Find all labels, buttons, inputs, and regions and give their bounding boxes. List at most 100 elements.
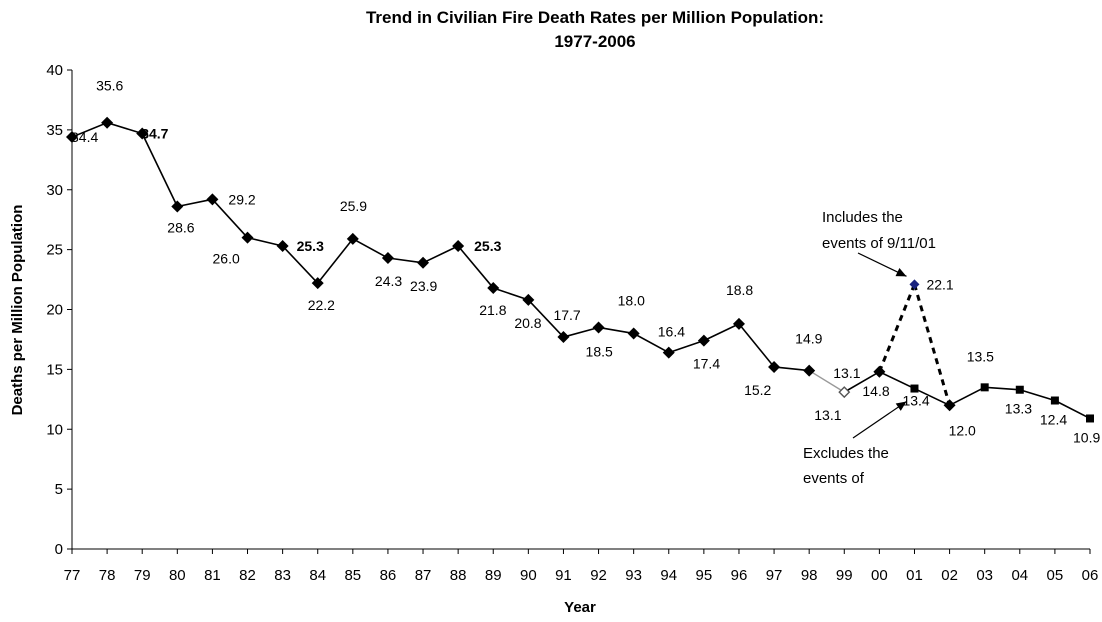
data-point-diamond	[171, 200, 184, 213]
arrow-to-excl-point-shaft	[852, 401, 907, 439]
series-lines	[71, 121, 1091, 420]
series-segment	[843, 371, 880, 393]
data-label: 17.4	[693, 356, 720, 372]
series-segment	[598, 326, 634, 335]
x-axis: 77 78 79 80 81 82 83 84 85 86 87 88 89 90 91 92 93 94 95 96…	[64, 548, 1099, 584]
series-segment	[668, 339, 705, 354]
series-segment	[949, 386, 986, 407]
x-tick-label: 87	[415, 567, 432, 584]
series-segment	[563, 326, 599, 338]
data-label-911: 22.1	[926, 276, 953, 292]
y-tick-label: 30	[46, 182, 63, 199]
annotation-excludes-911: Excludes the events of	[803, 445, 889, 487]
annotation-excludes-line-1: Excludes the	[803, 445, 889, 462]
data-point-diamond	[276, 240, 289, 253]
arrow-to-excl-point	[852, 401, 907, 439]
x-tick-label: 81	[204, 567, 221, 584]
data-label: 29.2	[228, 191, 255, 207]
data-label: 25.3	[474, 238, 501, 254]
data-point-diamond	[627, 327, 640, 340]
y-tick-label: 40	[46, 62, 63, 79]
data-label: 13.3	[1005, 401, 1032, 417]
data-label: 16.4	[658, 324, 685, 340]
data-point-square	[1015, 385, 1024, 394]
data-point-diamond	[241, 231, 254, 244]
y-tick-label: 25	[46, 242, 63, 259]
data-point-diamond	[101, 116, 114, 129]
x-tick-label: 94	[660, 567, 677, 584]
x-tick-label: 03	[976, 567, 993, 584]
data-label: 26.0	[213, 251, 240, 267]
data-label: 25.3	[297, 238, 324, 254]
dashed-segment-from-911	[913, 283, 952, 406]
y-tick-label: 35	[46, 122, 63, 139]
data-label: 20.8	[514, 315, 541, 331]
data-label: 25.9	[340, 198, 367, 214]
series-segment	[773, 366, 810, 372]
series-segment	[317, 238, 354, 284]
data-label: 13.4	[902, 393, 929, 409]
data-point-diamond	[66, 131, 78, 144]
data-label: 18.8	[726, 282, 753, 298]
x-tick-label: 99	[836, 567, 853, 584]
data-label: 18.0	[618, 292, 645, 308]
data-point-diamond	[417, 256, 430, 269]
data-point-diamond	[592, 321, 605, 334]
x-tick-label: 82	[239, 567, 256, 584]
data-label: 21.8	[479, 302, 506, 318]
series-segment	[1019, 388, 1056, 402]
x-tick-label: 05	[1047, 567, 1064, 584]
data-label: 34.4	[71, 129, 98, 145]
series-segment	[457, 245, 494, 289]
data-label: 18.5	[586, 343, 613, 359]
data-point-diamond	[873, 365, 886, 378]
data-label-extra: 13.1	[833, 365, 860, 381]
series-segment	[71, 121, 108, 138]
series-segment	[422, 245, 459, 264]
data-label: 13.5	[967, 348, 994, 364]
x-axis-title: Year	[564, 599, 596, 616]
data-point-diamond	[557, 331, 570, 344]
y-tick-label: 20	[46, 302, 63, 319]
y-tick-label: 0	[55, 541, 63, 558]
x-tick-label: 95	[696, 567, 713, 584]
series-segment	[914, 387, 950, 407]
data-point-diamond	[732, 317, 745, 330]
data-point-square	[910, 384, 919, 393]
x-tick-label: 91	[555, 567, 572, 584]
x-tick-label: 80	[169, 567, 186, 584]
annotation-includes-line-2: events of 9/11/01	[822, 235, 936, 252]
data-point-diamond	[452, 240, 465, 253]
x-tick-label: 06	[1082, 567, 1099, 584]
x-tick-label: 00	[871, 567, 888, 584]
annotation-includes-line-1: Includes the	[822, 209, 903, 226]
annotation-excludes-line-2: events of	[803, 470, 865, 487]
x-tick-label: 02	[941, 567, 958, 584]
data-label: 28.6	[167, 220, 194, 236]
annotation-arrows	[852, 252, 907, 439]
series-segment	[141, 133, 179, 207]
data-point-diamond	[943, 399, 956, 412]
x-tick-label: 01	[906, 567, 923, 584]
data-point-diamond	[136, 127, 149, 140]
x-tick-label: 93	[625, 567, 642, 584]
series-segment	[984, 386, 1020, 391]
data-point-diamond	[206, 193, 219, 206]
x-tick-label: 83	[274, 567, 291, 584]
data-point-911	[909, 279, 920, 290]
series-segment	[703, 323, 740, 342]
y-tick-label: 15	[46, 361, 63, 378]
series-segment	[211, 198, 249, 239]
data-point-diamond	[697, 334, 710, 347]
x-tick-label: 97	[766, 567, 783, 584]
arrow-to-911-point	[857, 252, 907, 277]
data-point-square	[1050, 396, 1059, 405]
series-segment	[633, 332, 670, 354]
series-segment	[282, 245, 319, 284]
data-label: 14.9	[795, 331, 822, 347]
data-point-diamond	[381, 252, 394, 265]
series-segment	[492, 287, 529, 301]
data-point-diamond	[522, 293, 535, 306]
data-point-diamond	[768, 360, 781, 373]
